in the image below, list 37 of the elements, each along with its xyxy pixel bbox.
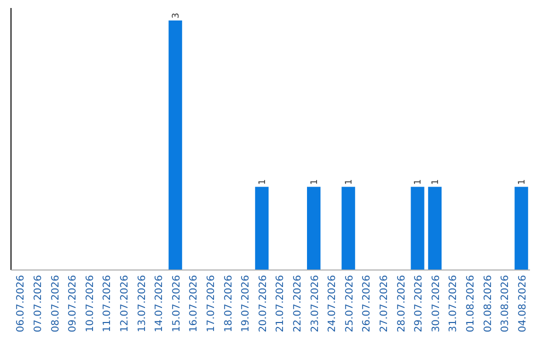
x-tick-label: 15.07.2026 (171, 275, 182, 332)
x-tick-label: 01.08.2026 (465, 275, 476, 332)
x-tick-label: 24.07.2026 (327, 275, 338, 332)
x-tick-label: 06.07.2026 (16, 275, 27, 332)
x-tick-label: 04.08.2026 (517, 275, 528, 332)
x-tick-label: 07.07.2026 (32, 275, 44, 332)
x-tick-label: 02.08.2026 (482, 275, 494, 332)
x-tick-label: 26.07.2026 (362, 275, 373, 332)
x-tick-label: 14.07.2026 (154, 275, 166, 332)
x-tick-label: 31.07.2026 (448, 275, 460, 332)
x-tick-label: 27.07.2026 (378, 275, 390, 332)
x-tick-label: 13.07.2026 (136, 275, 148, 332)
data-label: 3 (171, 12, 182, 18)
x-tick-label: 10.07.2026 (84, 275, 96, 332)
x-tick-label: 16.07.2026 (188, 275, 200, 332)
x-tick-label: 11.07.2026 (102, 275, 114, 332)
x-tick-label: 29.07.2026 (414, 275, 425, 332)
x-tick-label: 23.07.2026 (310, 275, 321, 332)
x-tick-label: 19.07.2026 (240, 275, 252, 332)
x-tick-label: 03.08.2026 (500, 275, 512, 332)
data-label: 1 (430, 179, 441, 185)
x-tick-label: 28.07.2026 (396, 275, 408, 332)
x-tick-label: 18.07.2026 (223, 275, 234, 332)
data-label: 1 (344, 179, 354, 185)
x-tick-label: 20.07.2026 (258, 275, 269, 332)
x-tick-label: 21.07.2026 (275, 275, 286, 332)
x-tick-label: 25.07.2026 (344, 275, 356, 332)
data-label: 1 (517, 179, 528, 185)
x-tick-label: 09.07.2026 (68, 275, 79, 332)
x-tick-label: 30.07.2026 (430, 275, 442, 332)
data-label: 1 (258, 179, 268, 185)
x-tick-label: 08.07.2026 (50, 275, 62, 332)
x-tick-label: 17.07.2026 (206, 275, 217, 332)
data-label: 1 (414, 179, 424, 185)
x-tick-label: 12.07.2026 (119, 275, 130, 332)
x-tick-label: 22.07.2026 (292, 275, 304, 332)
data-label: 1 (310, 179, 320, 185)
